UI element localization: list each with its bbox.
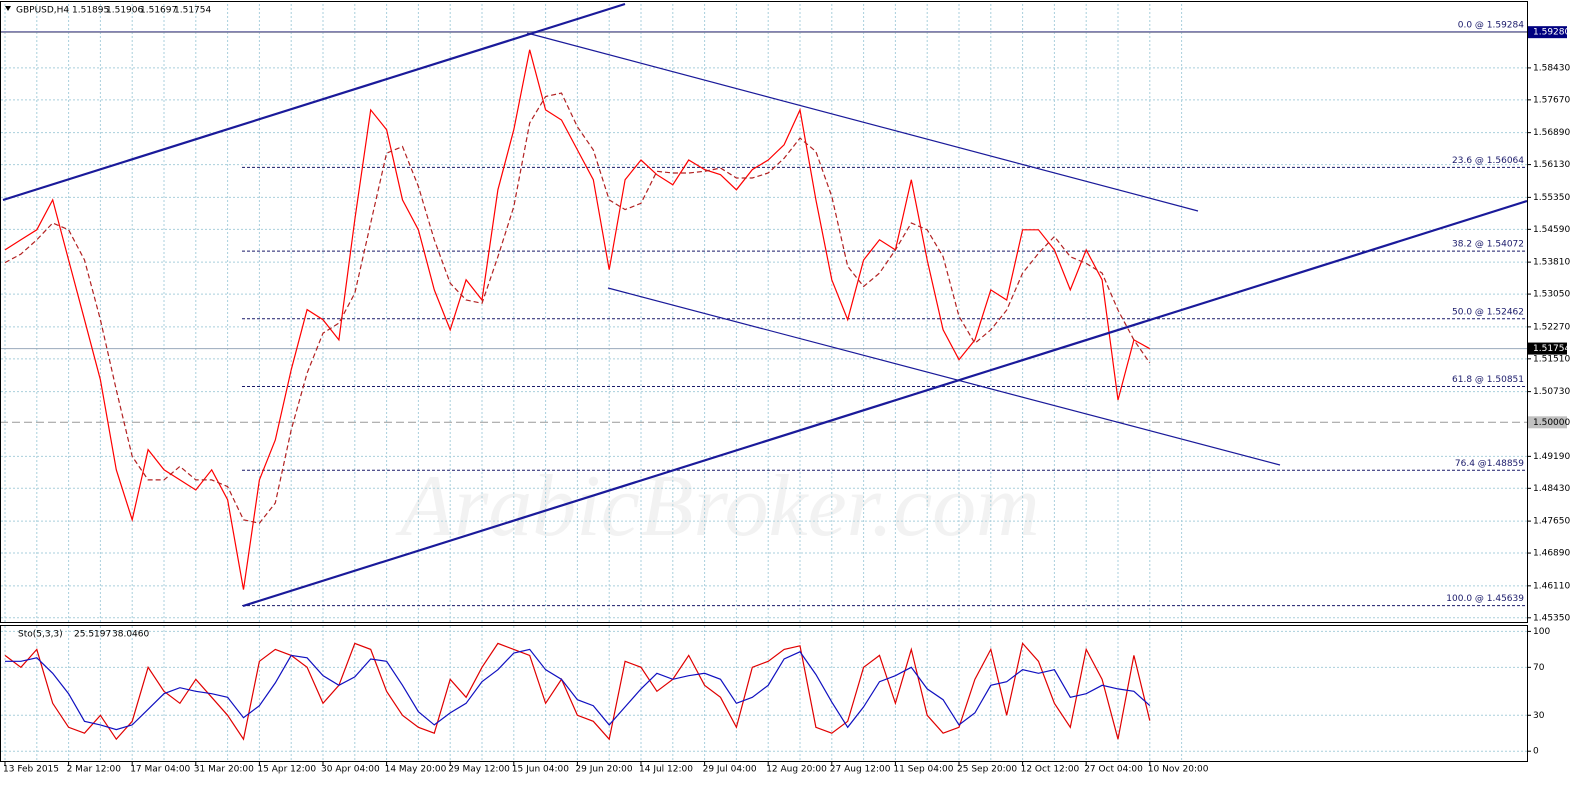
stoch-reading: 25.5197	[74, 630, 111, 640]
x-tick-label: 14 May 20:00	[385, 765, 447, 775]
fib-label: 76.4 @1.48859	[1455, 459, 1524, 469]
y-tick-label: 1.48430	[1533, 484, 1570, 494]
x-tick-label: 29 May 12:00	[448, 765, 510, 775]
series-line	[4, 92, 1151, 524]
main-title: GBPUSD,H4	[16, 6, 69, 16]
y-tick-label: 1.46110	[1533, 581, 1570, 591]
channel-line	[526, 32, 1199, 212]
y-tick-label: 1.58430	[1533, 63, 1570, 73]
window-icon	[5, 6, 11, 11]
y-tick-label: 1.56890	[1533, 128, 1570, 138]
x-tick-label: 12 Oct 12:00	[1021, 765, 1080, 775]
fib-label: 0.0 @ 1.59284	[1458, 20, 1525, 30]
price-marker	[1528, 416, 1567, 429]
x-tick-label: 15 Jun 04:00	[512, 765, 569, 775]
y-tick-label: 1.57670	[1533, 95, 1570, 105]
x-tick-label: 30 Apr 04:00	[321, 765, 380, 775]
y-tick-label: 1.47650	[1533, 517, 1570, 527]
trend-line	[2, 2, 626, 202]
y-tick-label: 1.46890	[1533, 549, 1570, 559]
y-tick-label: 30	[1533, 711, 1545, 721]
trend-line	[242, 199, 1528, 608]
x-tick-label: 14 Jul 12:00	[639, 765, 693, 775]
y-tick-label: 1.56130	[1533, 160, 1570, 170]
quote-value: 1.51895	[72, 6, 109, 16]
y-tick-label: 70	[1533, 663, 1545, 673]
series-line	[4, 49, 1151, 590]
y-tick-label: 1.45350	[1533, 613, 1570, 623]
x-tick-label: 2 Mar 12:00	[67, 765, 122, 775]
y-tick-label: 1.54590	[1533, 225, 1570, 235]
x-tick-label: 31 Mar 20:00	[194, 765, 254, 775]
x-tick-label: 15 Apr 12:00	[257, 765, 316, 775]
y-tick-label: 1.51510	[1533, 354, 1570, 364]
price-marker-label: 1.50000	[1533, 418, 1570, 428]
quote-value: 1.51906	[106, 6, 143, 16]
sub-frame	[0, 625, 1528, 762]
y-tick-label: 0	[1533, 747, 1539, 757]
x-tick-label: 11 Sep 04:00	[893, 765, 953, 775]
x-tick-label: 29 Jul 04:00	[703, 765, 757, 775]
series-line	[5, 648, 1151, 731]
fib-label: 50.0 @ 1.52462	[1452, 307, 1524, 317]
x-tick-label: 17 Mar 04:00	[130, 765, 190, 775]
y-tick-label: 1.49190	[1533, 452, 1570, 462]
quote-value: 1.51754	[174, 6, 211, 16]
y-tick-label: 1.55350	[1533, 193, 1570, 203]
stoch-reading: 38.0460	[112, 630, 149, 640]
price-marker-label: 1.59280	[1533, 28, 1570, 38]
price-marker	[1528, 342, 1567, 355]
series-line	[4, 642, 1151, 741]
y-tick-label: 100	[1533, 627, 1550, 637]
x-tick-label: 27 Oct 04:00	[1084, 765, 1143, 775]
x-tick-label: 13 Feb 2015	[3, 765, 59, 775]
quote-value: 1.51697	[140, 6, 177, 16]
main-frame	[0, 1, 1528, 623]
fib-label: 100.0 @ 1.45639	[1446, 594, 1524, 604]
trend-lines	[2, 2, 1528, 608]
x-tick-label: 12 Aug 20:00	[766, 765, 827, 775]
price-marker	[1528, 26, 1567, 39]
x-tick-label: 29 Jun 20:00	[575, 765, 632, 775]
price-marker-label: 1.51754	[1533, 344, 1570, 354]
x-tick-label: 10 Nov 20:00	[1148, 765, 1209, 775]
y-tick-label: 1.50730	[1533, 387, 1570, 397]
fib-label: 61.8 @ 1.50851	[1452, 375, 1524, 385]
y-tick-label: 1.52270	[1533, 322, 1570, 332]
channel-line	[607, 287, 1281, 466]
sub-title: Sto(5,3,3)	[18, 630, 63, 640]
x-tick-label: 27 Aug 12:00	[830, 765, 891, 775]
fib-label: 23.6 @ 1.56064	[1452, 156, 1524, 166]
x-tick-label: 25 Sep 20:00	[957, 765, 1017, 775]
y-tick-label: 1.53050	[1533, 290, 1570, 300]
fib-label: 38.2 @ 1.54072	[1452, 240, 1524, 250]
watermark: ArabicBroker.com	[395, 458, 1039, 555]
y-tick-label: 1.53810	[1533, 258, 1570, 268]
